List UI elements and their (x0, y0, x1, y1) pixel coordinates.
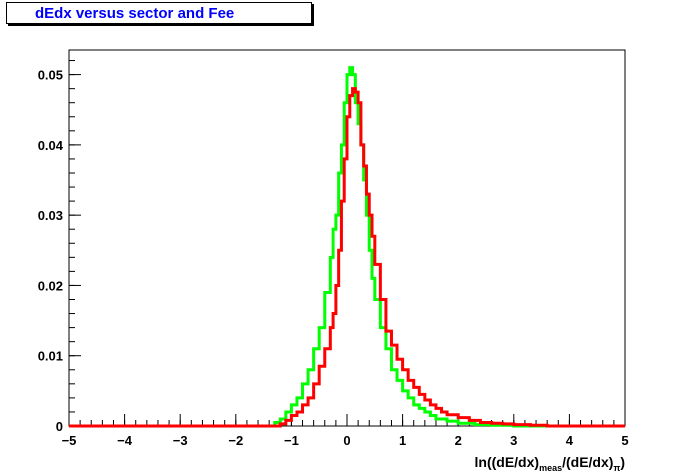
y-axis: 0 0.01 0.02 0.03 0.04 0.05 (38, 60, 81, 434)
x-tick-label: 2 (455, 433, 462, 448)
x-tick-label: −1 (284, 433, 299, 448)
x-tick-label: 5 (621, 433, 628, 448)
x-tick-label: −2 (228, 433, 243, 448)
series-layer (69, 66, 625, 428)
x-axis-title-mid: /(dE/dx) (562, 454, 613, 470)
x-axis-title: ln((dE/dx)meas/(dE/dx)π) (475, 454, 625, 473)
x-axis-title-end: ) (620, 454, 625, 470)
x-axis-title-sub2: π (613, 463, 620, 473)
plot-frame (68, 49, 626, 427)
y-tick-label: 0 (56, 419, 63, 434)
x-axis: −5 −4 −3 −2 −1 0 1 2 3 4 5 (62, 414, 629, 448)
x-tick-label: 1 (399, 433, 406, 448)
x-tick-label: 3 (510, 433, 517, 448)
x-tick-label: 0 (343, 433, 350, 448)
y-tick-label: 0.01 (38, 349, 63, 364)
y-tick-label: 0.03 (38, 208, 63, 223)
x-tick-label: −4 (117, 433, 133, 448)
x-tick-label: −3 (173, 433, 188, 448)
x-tick-label: −5 (62, 433, 77, 448)
x-tick-label: 4 (566, 433, 574, 448)
y-tick-label: 0.02 (38, 278, 63, 293)
y-tick-label: 0.04 (38, 138, 64, 153)
x-axis-title-sub1: meas (539, 463, 562, 473)
chart-title: dEdx versus sector and Fee (35, 5, 235, 22)
chart-title-box: dEdx versus sector and Fee (6, 2, 312, 24)
x-axis-title-main: ln((dE/dx) (475, 454, 540, 470)
y-tick-label: 0.05 (38, 68, 63, 83)
series-2-line (69, 87, 625, 428)
